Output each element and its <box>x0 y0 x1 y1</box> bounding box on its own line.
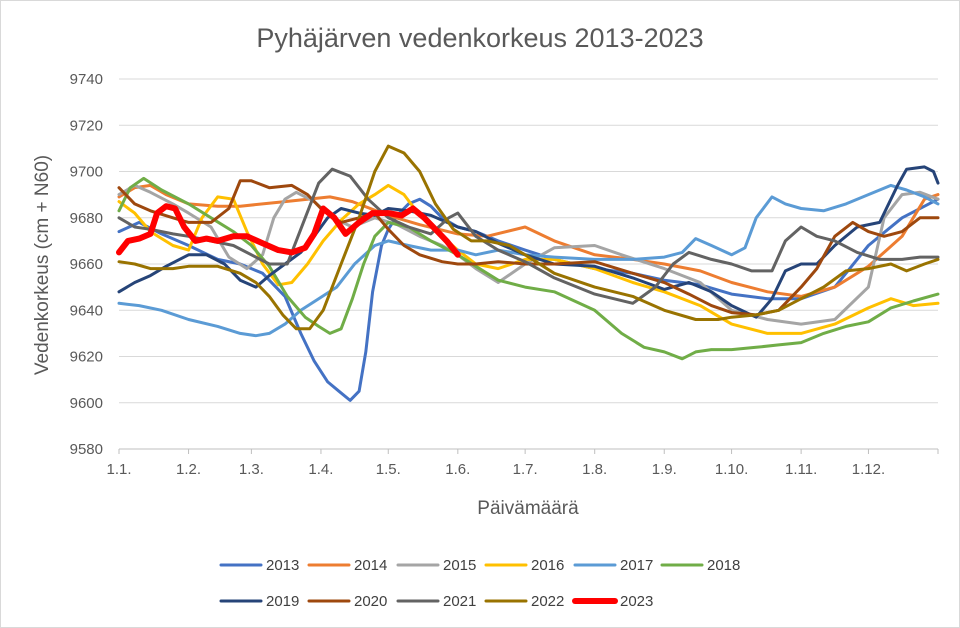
series-line-2023 <box>116 203 461 258</box>
y-axis-label: Vedenkorkeus (cm + N60) <box>32 155 53 375</box>
series-line-2013 <box>117 197 940 402</box>
y-tick-label: 9680 <box>70 210 103 227</box>
series-line-2021 <box>117 167 940 305</box>
y-tick-label: 9640 <box>70 302 103 319</box>
chart-title: Pyhäjärven vedenkorkeus 2013-2023 <box>256 23 703 53</box>
x-axis-ticks: 1.1. 1.2. 1.3. 1.4. 1.5. 1.6. 1.7. 1.8. 1.9. 1.10… <box>106 449 939 478</box>
x-tick-label: 1.9. <box>652 461 677 478</box>
legend-label-2021: 2021 <box>443 593 476 610</box>
legend-label-2023: 2023 <box>620 593 653 610</box>
x-tick-label: 1.7. <box>513 461 538 478</box>
x-tick-label: 1.2. <box>176 461 201 478</box>
legend-label-2014: 2014 <box>354 557 387 574</box>
legend-label-2016: 2016 <box>531 557 564 574</box>
x-tick-label: 1.1. <box>106 461 131 478</box>
y-tick-label: 9700 <box>70 164 103 181</box>
y-tick-label: 9740 <box>70 71 103 88</box>
series-line-2016 <box>117 183 940 335</box>
legend-label-2018: 2018 <box>707 557 740 574</box>
y-tick-label: 9600 <box>70 395 103 412</box>
series-line-2020 <box>117 179 940 317</box>
legend-label-2015: 2015 <box>443 557 476 574</box>
x-tick-label: 1.4. <box>308 461 333 478</box>
y-tick-label: 9620 <box>70 349 103 366</box>
series-line-2022 <box>117 144 940 331</box>
legend-label-2020: 2020 <box>354 593 387 610</box>
x-tick-label: 1.5. <box>376 461 401 478</box>
x-tick-label: 1.6. <box>445 461 470 478</box>
series-line-2018 <box>117 176 940 361</box>
legend-label-2019: 2019 <box>266 593 299 610</box>
legend-label-2022: 2022 <box>531 593 564 610</box>
y-tick-label: 9580 <box>70 441 103 458</box>
series-line-2019 <box>117 165 940 319</box>
legend-label-2017: 2017 <box>620 557 653 574</box>
x-tick-label: 1.10. <box>715 461 748 478</box>
x-axis-label: Päivämäärä <box>477 498 579 519</box>
y-tick-label: 9660 <box>70 256 103 273</box>
x-tick-label: 1.3. <box>239 461 264 478</box>
series-lines <box>116 144 940 402</box>
y-axis-ticks: 9580 9600 9620 9640 9660 9680 9700 9720 9740 <box>70 71 103 458</box>
x-tick-label: 1.8. <box>582 461 607 478</box>
legend-label-2013: 2013 <box>266 557 299 574</box>
x-tick-label: 1.11. <box>785 461 817 478</box>
x-tick-label: 1.12. <box>852 461 885 478</box>
gridlines <box>119 78 938 404</box>
y-tick-label: 9720 <box>70 117 103 134</box>
legend: 2013 2014 2015 2016 2017 2018 2019 2020 2021 2022… <box>219 557 740 610</box>
